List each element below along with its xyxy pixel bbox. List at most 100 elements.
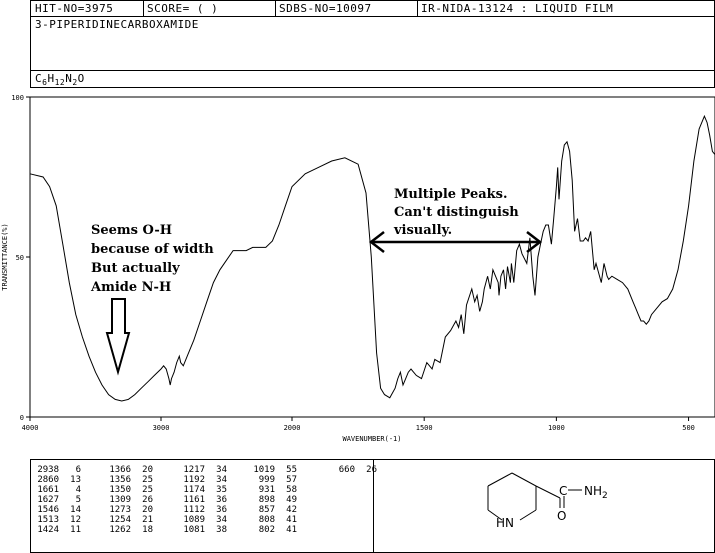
peak-row: 1366 20 (107, 465, 153, 475)
peak-wavenumber: 1112 (183, 505, 205, 515)
peak-wavenumber: 1161 (183, 495, 205, 505)
peak-transmittance: 21 (142, 515, 153, 525)
peak-column: 2938 6 2860 13 1661 4 1627 5 1546 14 1513 12 1424 11 (35, 465, 81, 535)
x-tick-label: 3000 (153, 424, 170, 432)
peak-row: 2860 13 (35, 475, 81, 485)
peak-transmittance: 58 (286, 485, 297, 495)
peak-wavenumber: 1089 (183, 515, 205, 525)
peak-transmittance: 34 (216, 475, 227, 485)
peak-row: 2938 6 (35, 465, 81, 475)
peak-transmittance: 11 (70, 525, 81, 535)
peak-table: 2938 6 2860 13 1661 4 1627 5 1546 14 1513 12 1424 11 1… (35, 465, 377, 551)
peak-wavenumber: 1174 (183, 485, 205, 495)
x-tick-label: 1500 (416, 424, 433, 432)
compound-name: 3-PIPERIDINECARBOXAMIDE (35, 18, 199, 31)
peak-transmittance: 13 (70, 475, 81, 485)
peak-transmittance: 26 (366, 465, 377, 475)
peak-transmittance: 18 (142, 525, 153, 535)
peak-wavenumber: 1661 (37, 485, 59, 495)
x-tick-label: 500 (682, 424, 695, 432)
peak-transmittance: 38 (216, 525, 227, 535)
peak-row: 1661 4 (35, 485, 81, 495)
sdbs-number: SDBS-NO=10097 (279, 2, 372, 15)
peak-transmittance: 35 (216, 485, 227, 495)
peak-transmittance: 41 (286, 515, 297, 525)
peak-row: 931 58 (251, 485, 297, 495)
peak-row: 1254 21 (107, 515, 153, 525)
annotation-line: because of width (91, 242, 214, 257)
x-tick-label: 1000 (548, 424, 565, 432)
peak-row: 857 42 (251, 505, 297, 515)
peak-wavenumber: 1217 (183, 465, 205, 475)
peak-row: 898 49 (251, 495, 297, 505)
annotation-line: But actually (91, 261, 180, 276)
peak-transmittance: 49 (286, 495, 297, 505)
structure-oxygen-label: O (557, 509, 566, 523)
peak-row: 1273 20 (107, 505, 153, 515)
annotation-line: Seems O-H (91, 223, 173, 238)
hit-number: HIT-NO=3975 (35, 2, 114, 15)
peak-wavenumber: 660 (338, 465, 355, 475)
peak-transmittance: 14 (70, 505, 81, 515)
structure-nh2-label: NH2 (584, 484, 608, 501)
peak-table-box: 2938 6 2860 13 1661 4 1627 5 1546 14 1513 12 1424 11 1… (30, 459, 715, 553)
peak-wavenumber: 2938 (37, 465, 59, 475)
peak-transmittance: 20 (142, 465, 153, 475)
peak-transmittance: 36 (216, 495, 227, 505)
peak-wavenumber: 857 (258, 505, 275, 515)
structure-diagram: HN C O NH2 (487, 472, 608, 530)
peak-wavenumber: 1627 (37, 495, 59, 505)
peak-wavenumber: 1513 (37, 515, 59, 525)
peak-wavenumber: 1546 (37, 505, 59, 515)
peak-wavenumber: 1192 (183, 475, 205, 485)
score: SCORE= ( ) (147, 2, 219, 15)
peak-transmittance: 36 (216, 505, 227, 515)
peak-row: 1161 36 (181, 495, 227, 505)
annotation-right: Multiple Peaks. Can't distinguish visual… (394, 186, 519, 240)
peak-transmittance: 34 (216, 465, 227, 475)
peak-wavenumber: 1309 (109, 495, 131, 505)
peak-wavenumber: 999 (258, 475, 275, 485)
ir-spectrum-chart: 4000 3000 2000 1500 1000 500100500WAVENUMBER(… (1, 94, 715, 443)
peak-transmittance: 25 (142, 475, 153, 485)
structure-nh-label: HN (496, 516, 514, 530)
annotation-line: Can't distinguish (394, 205, 519, 220)
peak-row: 1081 38 (181, 525, 227, 535)
peak-wavenumber: 898 (258, 495, 275, 505)
y-tick-label: 0 (20, 414, 24, 422)
x-axis-label: WAVENUMBER(-1) (342, 435, 401, 443)
peak-row: 1112 36 (181, 505, 227, 515)
peak-wavenumber: 931 (258, 485, 275, 495)
peak-row: 1546 14 (35, 505, 81, 515)
annotation-line: Multiple Peaks. (394, 187, 508, 202)
x-tick-label: 2000 (284, 424, 301, 432)
peak-column: 1366 20 1356 25 1350 25 1309 26 1273 20 1254 21 1262… (107, 465, 153, 535)
peak-row: 1192 34 (181, 475, 227, 485)
peak-transmittance: 26 (142, 495, 153, 505)
peak-row: 1217 34 (181, 465, 227, 475)
peak-wavenumber: 1366 (109, 465, 131, 475)
peak-row: 802 41 (251, 525, 297, 535)
annotation-line: Amide N-H (91, 280, 172, 295)
peak-transmittance: 5 (75, 495, 81, 505)
y-tick-label: 100 (11, 94, 24, 102)
peak-transmittance: 42 (286, 505, 297, 515)
peak-row: 1513 12 (35, 515, 81, 525)
peak-wavenumber: 1254 (109, 515, 131, 525)
peak-wavenumber: 1273 (109, 505, 131, 515)
peak-wavenumber: 2860 (37, 475, 59, 485)
peak-wavenumber: 802 (258, 525, 275, 535)
annotation-line: visually. (394, 223, 453, 238)
annotation-left: Seems O-H because of width But actually … (91, 221, 214, 297)
peak-column: 1217 34 1192 34 1174 35 1161 36 1112 36 1089 34 1081… (181, 465, 227, 535)
peak-column: 660 26 (331, 465, 377, 475)
peak-row: 1262 18 (107, 525, 153, 535)
double-arrow-icon (368, 231, 543, 253)
peak-transmittance: 4 (75, 485, 81, 495)
peak-row: 1019 55 (251, 465, 297, 475)
peak-row: 1174 35 (181, 485, 227, 495)
peak-transmittance: 6 (75, 465, 81, 475)
ir-info: IR-NIDA-13124 : LIQUID FILM (421, 2, 614, 15)
peak-transmittance: 41 (286, 525, 297, 535)
peak-wavenumber: 1350 (109, 485, 131, 495)
